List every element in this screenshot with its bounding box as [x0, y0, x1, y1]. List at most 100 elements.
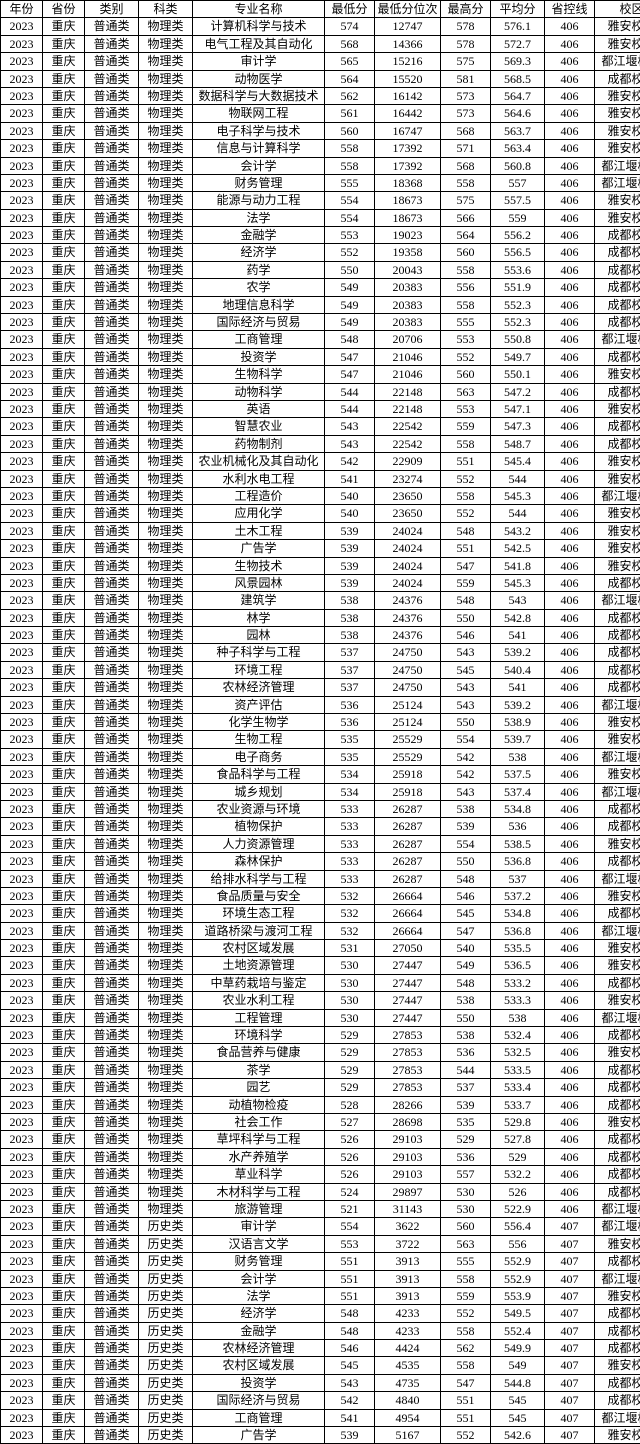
cell: 草业科学	[193, 1166, 325, 1183]
cell: 2023	[1, 714, 43, 731]
cell: 537.4	[491, 783, 545, 800]
cell: 经济学	[193, 244, 325, 261]
cell: 406	[545, 314, 595, 331]
cell: 重庆	[43, 748, 85, 765]
cell: 2023	[1, 157, 43, 174]
cell: 雅安校区	[595, 400, 640, 417]
cell: 重庆	[43, 18, 85, 35]
cell: 20383	[375, 296, 441, 313]
cell: 重庆	[43, 696, 85, 713]
cell: 531	[325, 940, 375, 957]
cell: 重庆	[43, 348, 85, 365]
table-row: 2023重庆普通类历史类汉语言文学5533722563556407雅安校区	[1, 1235, 640, 1252]
cell: 537	[325, 644, 375, 661]
cell: 19023	[375, 227, 441, 244]
cell: 物理类	[139, 644, 193, 661]
cell: 物理类	[139, 505, 193, 522]
cell: 25918	[375, 783, 441, 800]
cell: 历史类	[139, 1270, 193, 1287]
col-header-6: 最低分位次	[375, 1, 441, 18]
table-row: 2023重庆普通类物理类资产评估53625124543539.2406都江堰校区	[1, 696, 640, 713]
cell: 成都校区	[595, 1079, 640, 1096]
cell: 2023	[1, 366, 43, 383]
cell: 530	[325, 957, 375, 974]
cell: 406	[545, 627, 595, 644]
cell: 普通类	[85, 192, 139, 209]
cell: 雅安校区	[595, 1357, 640, 1374]
cell: 539.7	[491, 731, 545, 748]
cell: 552	[441, 505, 491, 522]
cell: 24024	[375, 540, 441, 557]
cell: 536.8	[491, 853, 545, 870]
cell: 406	[545, 818, 595, 835]
cell: 2023	[1, 1357, 43, 1374]
cell: 540.4	[491, 661, 545, 678]
cell: 526	[325, 1166, 375, 1183]
cell: 533	[325, 835, 375, 852]
cell: 4424	[375, 1340, 441, 1357]
cell: 552.4	[491, 1322, 545, 1339]
cell: 548	[441, 870, 491, 887]
cell: 406	[545, 1166, 595, 1183]
cell: 工商管理	[193, 331, 325, 348]
cell: 542.6	[491, 1427, 545, 1444]
cell: 2023	[1, 1044, 43, 1061]
cell: 都江堰校区	[595, 1270, 640, 1287]
cell: 29897	[375, 1183, 441, 1200]
cell: 526	[325, 1131, 375, 1148]
cell: 物理类	[139, 470, 193, 487]
cell: 406	[545, 174, 595, 191]
cell: 538.9	[491, 714, 545, 731]
cell: 558	[441, 174, 491, 191]
cell: 27050	[375, 940, 441, 957]
cell: 都江堰校区	[595, 922, 640, 939]
table-body: 2023重庆普通类物理类计算机科学与技术57412747578576.1406雅…	[1, 18, 640, 1444]
cell: 都江堰校区	[595, 331, 640, 348]
table-row: 2023重庆普通类物理类能源与动力工程55418673575557.5406雅安…	[1, 192, 640, 209]
cell: 551	[441, 453, 491, 470]
table-row: 2023重庆普通类物理类中草药栽培与鉴定53027447548533.2406成…	[1, 974, 640, 991]
cell: 551	[441, 540, 491, 557]
cell: 562	[441, 1340, 491, 1357]
cell: 法学	[193, 209, 325, 226]
cell: 成都校区	[595, 661, 640, 678]
table-row: 2023重庆普通类物理类审计学56515216575569.3406都江堰校区	[1, 53, 640, 70]
cell: 广告学	[193, 540, 325, 557]
cell: 543	[441, 679, 491, 696]
cell: 物理类	[139, 35, 193, 52]
cell: 29103	[375, 1131, 441, 1148]
cell: 2023	[1, 1270, 43, 1287]
cell: 556.5	[491, 244, 545, 261]
cell: 成都校区	[595, 1183, 640, 1200]
cell: 重庆	[43, 1044, 85, 1061]
cell: 581	[441, 70, 491, 87]
cell: 554	[325, 1218, 375, 1235]
cell: 2023	[1, 192, 43, 209]
cell: 2023	[1, 35, 43, 52]
cell: 普通类	[85, 122, 139, 139]
cell: 28266	[375, 1096, 441, 1113]
cell: 3622	[375, 1218, 441, 1235]
cell: 27447	[375, 974, 441, 991]
cell: 578	[441, 18, 491, 35]
cell: 533.4	[491, 1079, 545, 1096]
cell: 540	[441, 940, 491, 957]
cell: 成都校区	[595, 279, 640, 296]
cell: 普通类	[85, 557, 139, 574]
cell: 重庆	[43, 714, 85, 731]
table-row: 2023重庆普通类物理类土木工程53924024548543.2406雅安校区	[1, 522, 640, 539]
cell: 3913	[375, 1287, 441, 1304]
cell: 553	[325, 1235, 375, 1252]
table-row: 2023重庆普通类物理类应用化学54023650552544406雅安校区	[1, 505, 640, 522]
cell: 530	[441, 1200, 491, 1217]
cell: 3722	[375, 1235, 441, 1252]
cell: 重庆	[43, 592, 85, 609]
cell: 547	[325, 348, 375, 365]
cell: 汉语言文学	[193, 1235, 325, 1252]
cell: 528	[325, 1096, 375, 1113]
cell: 21046	[375, 366, 441, 383]
cell: 普通类	[85, 453, 139, 470]
cell: 555	[441, 314, 491, 331]
cell: 20043	[375, 261, 441, 278]
cell: 406	[545, 209, 595, 226]
